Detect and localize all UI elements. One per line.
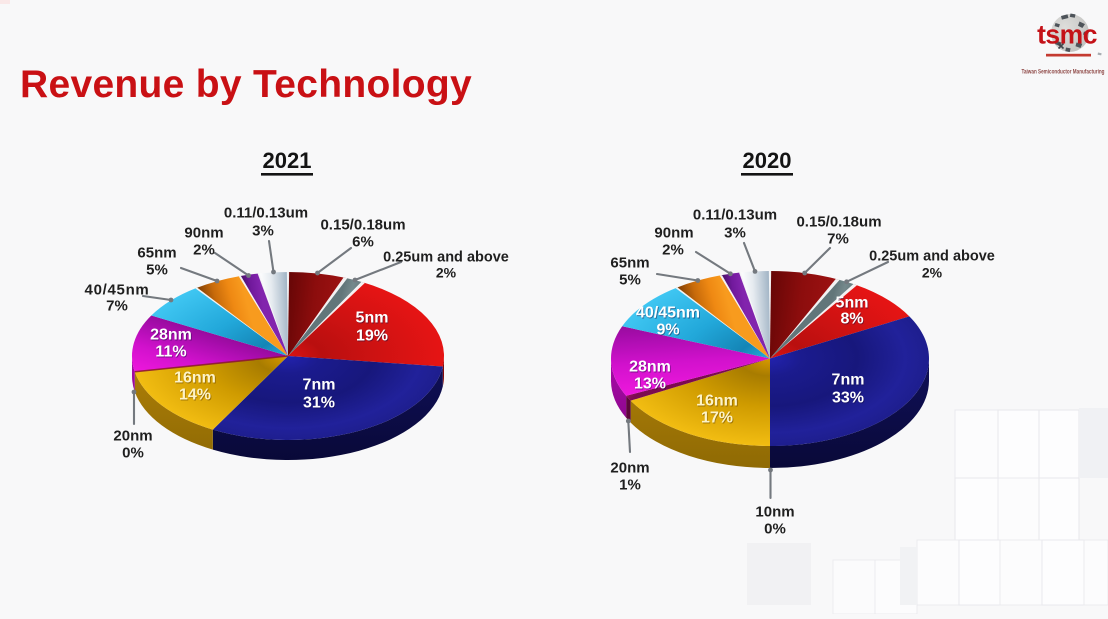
svg-text:11%: 11% [155, 344, 186, 361]
svg-text:40/45nm: 40/45nm [636, 305, 700, 322]
svg-text:9%: 9% [656, 322, 679, 339]
svg-text:10nm: 10nm [755, 504, 794, 521]
svg-text:19%: 19% [357, 328, 389, 345]
svg-text:7%: 7% [106, 298, 128, 315]
svg-text:28nm: 28nm [630, 359, 672, 376]
svg-text:20nm: 20nm [610, 460, 649, 477]
svg-text:9%: 9% [657, 322, 680, 339]
svg-text:2021: 2021 [263, 148, 312, 173]
svg-text:28nm: 28nm [629, 359, 671, 376]
svg-text:20nm: 20nm [113, 428, 152, 445]
svg-text:33%: 33% [833, 390, 865, 407]
svg-text:6%: 6% [352, 234, 374, 251]
svg-text:7nm: 7nm [832, 372, 865, 389]
svg-text:16nm: 16nm [697, 393, 739, 410]
svg-text:31%: 31% [304, 395, 336, 412]
svg-text:5nm: 5nm [836, 295, 869, 312]
svg-text:31%: 31% [303, 395, 335, 412]
svg-text:7%: 7% [827, 231, 849, 248]
svg-text:14%: 14% [180, 387, 212, 404]
svg-text:65nm: 65nm [137, 245, 176, 262]
svg-text:5nm: 5nm [356, 310, 389, 327]
svg-text:17%: 17% [702, 410, 734, 427]
svg-text:0%: 0% [764, 521, 786, 538]
svg-text:90nm: 90nm [654, 225, 693, 242]
svg-text:Taiwan Semiconductor Manufactu: Taiwan Semiconductor Manufacturing [1022, 69, 1105, 76]
svg-text:5nm: 5nm [836, 295, 869, 312]
svg-text:0%: 0% [122, 445, 144, 462]
svg-text:5%: 5% [619, 272, 641, 289]
svg-text:2%: 2% [436, 265, 457, 281]
svg-text:8%: 8% [840, 311, 863, 328]
svg-text:65nm: 65nm [610, 255, 649, 272]
svg-text:7nm: 7nm [832, 372, 865, 389]
svg-text:16nm: 16nm [175, 370, 217, 387]
svg-text:40/45nm: 40/45nm [85, 282, 150, 299]
svg-text:13%: 13% [634, 376, 666, 393]
svg-text:0.25um and above: 0.25um and above [383, 250, 509, 266]
svg-text:8%: 8% [841, 311, 864, 328]
svg-text:5%: 5% [146, 262, 168, 279]
svg-text:0.11/0.13um: 0.11/0.13um [693, 207, 777, 224]
svg-text:16nm: 16nm [174, 370, 216, 387]
svg-text:14%: 14% [179, 387, 211, 404]
svg-text:7nm: 7nm [303, 377, 336, 394]
svg-text:13%: 13% [635, 376, 667, 393]
svg-text:40/45nm: 40/45nm [637, 305, 701, 322]
svg-text:28nm: 28nm [151, 327, 193, 344]
svg-text:19%: 19% [356, 328, 388, 345]
svg-text:33%: 33% [832, 390, 864, 407]
svg-text:0.15/0.18um: 0.15/0.18um [796, 214, 881, 231]
svg-text:0.25um and above: 0.25um and above [869, 249, 995, 265]
svg-text:2%: 2% [922, 265, 943, 281]
svg-text:2%: 2% [193, 242, 215, 259]
svg-text:0.15/0.18um: 0.15/0.18um [320, 217, 405, 234]
svg-text:Revenue by Technology: Revenue by Technology [20, 63, 472, 106]
svg-text:1%: 1% [619, 477, 641, 494]
svg-text:17%: 17% [701, 410, 733, 427]
svg-text:5nm: 5nm [356, 310, 389, 327]
svg-text:28nm: 28nm [150, 327, 192, 344]
svg-text:2020: 2020 [743, 148, 792, 173]
svg-text:16nm: 16nm [696, 393, 738, 410]
svg-text:7nm: 7nm [303, 377, 336, 394]
svg-text:11%: 11% [156, 344, 187, 361]
svg-text:3%: 3% [252, 223, 274, 240]
svg-text:90nm: 90nm [184, 225, 223, 242]
svg-text:3%: 3% [724, 225, 746, 242]
svg-text:0.11/0.13um: 0.11/0.13um [224, 205, 308, 222]
svg-text:tsmc: tsmc [1037, 20, 1097, 50]
svg-text:2%: 2% [662, 242, 684, 259]
